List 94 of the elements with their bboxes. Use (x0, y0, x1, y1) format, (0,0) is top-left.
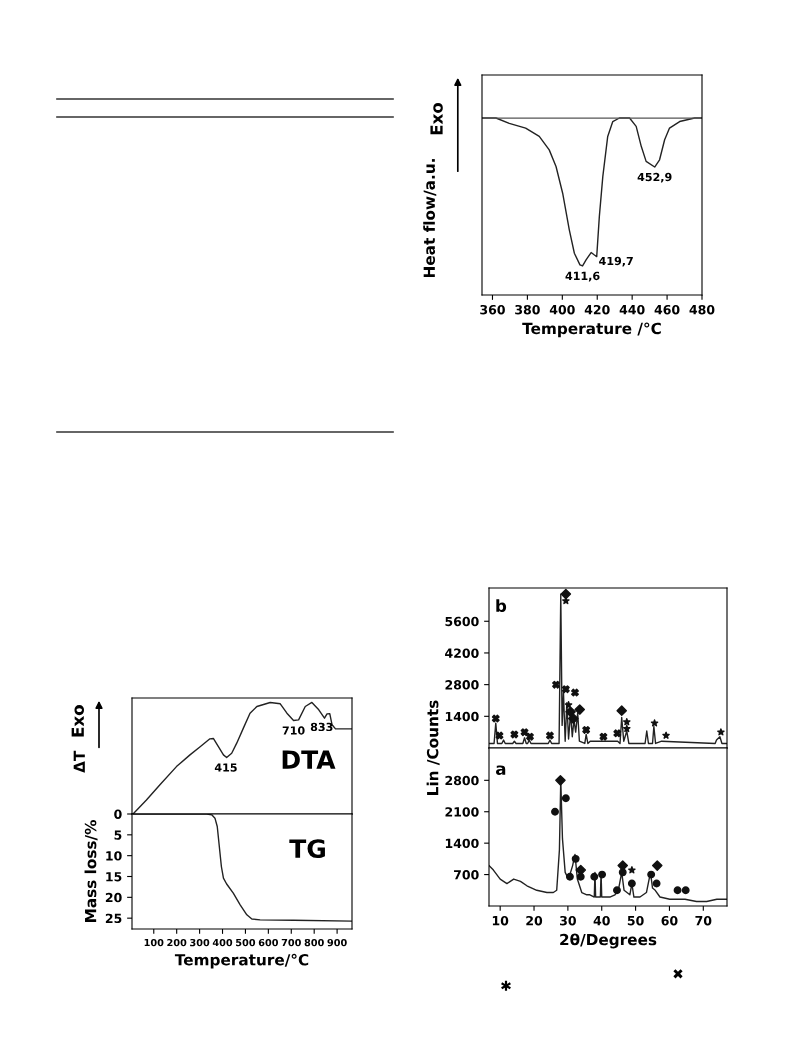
annotation: 833 (310, 722, 333, 732)
x-tick-label: 460 (654, 304, 680, 315)
point (681, 886, 690, 895)
point (565, 706, 576, 718)
x-tick-label: 50 (627, 915, 644, 926)
point (717, 728, 725, 736)
point (650, 719, 659, 727)
x-tick-label: 480 (689, 304, 715, 315)
annotation: DTA (282, 750, 336, 769)
x-tick-label: 300 (190, 938, 210, 947)
y-tick-label: 10 (106, 851, 122, 861)
text: ✱ (501, 980, 511, 991)
y-tick-label: 0 (114, 809, 122, 819)
point (567, 713, 579, 724)
x-tick-label: 600 (258, 938, 279, 947)
y-axis-title: Lin /Counts (426, 700, 440, 795)
x-tick-label: 100 (144, 938, 164, 947)
y-tick-label: 25 (105, 913, 122, 924)
annotation: TG (289, 839, 325, 859)
point (551, 807, 559, 816)
y-tick-label: 1400 (445, 711, 479, 722)
point (545, 731, 554, 740)
x-axis-title: Temperature/°C (174, 953, 309, 969)
point (561, 794, 570, 803)
y-tick-label: 4200 (445, 648, 479, 658)
point (555, 775, 566, 786)
y-tick-label: 2800 (445, 680, 479, 690)
x-tick-label: 20 (526, 915, 543, 926)
x-tick-label: 30 (560, 915, 576, 926)
point (651, 860, 663, 871)
point (582, 725, 591, 734)
x-tick-label: 10 (492, 915, 509, 926)
point (598, 870, 607, 879)
x-tick-label: 200 (167, 938, 187, 947)
point (590, 872, 599, 881)
y-axis-title: Heat flow/a.u. (423, 159, 437, 278)
y-tick-label: 15 (106, 872, 122, 882)
y-tick-label: 700 (454, 870, 479, 880)
text: ✖ (673, 969, 683, 979)
x-tick-label: 360 (480, 304, 505, 315)
annotation: 452,9 (637, 172, 672, 183)
point (510, 730, 519, 739)
annotation: 411,6 (565, 271, 600, 282)
point (564, 701, 573, 709)
x-tick-label: 400 (212, 938, 233, 947)
point (662, 731, 670, 739)
y-tick-label: 1400 (445, 838, 479, 849)
x-tick-label: 800 (304, 938, 324, 947)
y-tick-label: 5 (114, 830, 122, 840)
point (647, 870, 656, 879)
x-tick-label: 40 (593, 915, 610, 926)
point (560, 588, 572, 600)
x-tick-label: 500 (236, 938, 256, 947)
x-tick-label: 700 (281, 938, 301, 947)
annotation: 415 (214, 763, 237, 772)
point (673, 886, 682, 895)
x-tick-label: 400 (549, 304, 575, 315)
point (599, 732, 608, 741)
x-tick-label: 900 (327, 938, 347, 947)
point (552, 680, 560, 689)
point (571, 688, 579, 697)
point (616, 705, 628, 716)
y-tick-label: 2100 (445, 807, 479, 817)
y-tick-label: 20 (105, 892, 122, 903)
point (561, 685, 570, 694)
y-tick-label: 5600 (445, 616, 479, 627)
point (622, 724, 631, 733)
x-tick-label: 440 (619, 304, 645, 315)
point (491, 714, 500, 723)
point (628, 866, 636, 874)
x-tick-label: 70 (695, 915, 712, 926)
point (574, 704, 586, 715)
annotation: 710 (282, 726, 305, 735)
point (526, 732, 534, 741)
point (622, 718, 631, 726)
point (565, 872, 574, 881)
point (652, 879, 661, 888)
y-tick-label: 2800 (445, 775, 479, 786)
x-tick-label: 380 (515, 304, 540, 315)
annotation: 419,7 (599, 256, 633, 267)
point (613, 729, 622, 738)
point (571, 854, 580, 863)
point (627, 879, 636, 888)
text: Exo (71, 705, 85, 737)
y-axis-title: ΔT (73, 750, 85, 773)
x-tick-label: 60 (661, 915, 678, 926)
x-axis-title: Temperature /°C (522, 322, 661, 338)
text: Exo (430, 102, 443, 135)
x-tick-label: 420 (584, 304, 610, 315)
annotation: a (495, 765, 506, 775)
x-axis-title: 2θ/Degrees (560, 933, 657, 949)
point (613, 886, 621, 895)
y-axis-title: Mass loss/% (84, 820, 98, 923)
annotation: b (496, 599, 507, 613)
